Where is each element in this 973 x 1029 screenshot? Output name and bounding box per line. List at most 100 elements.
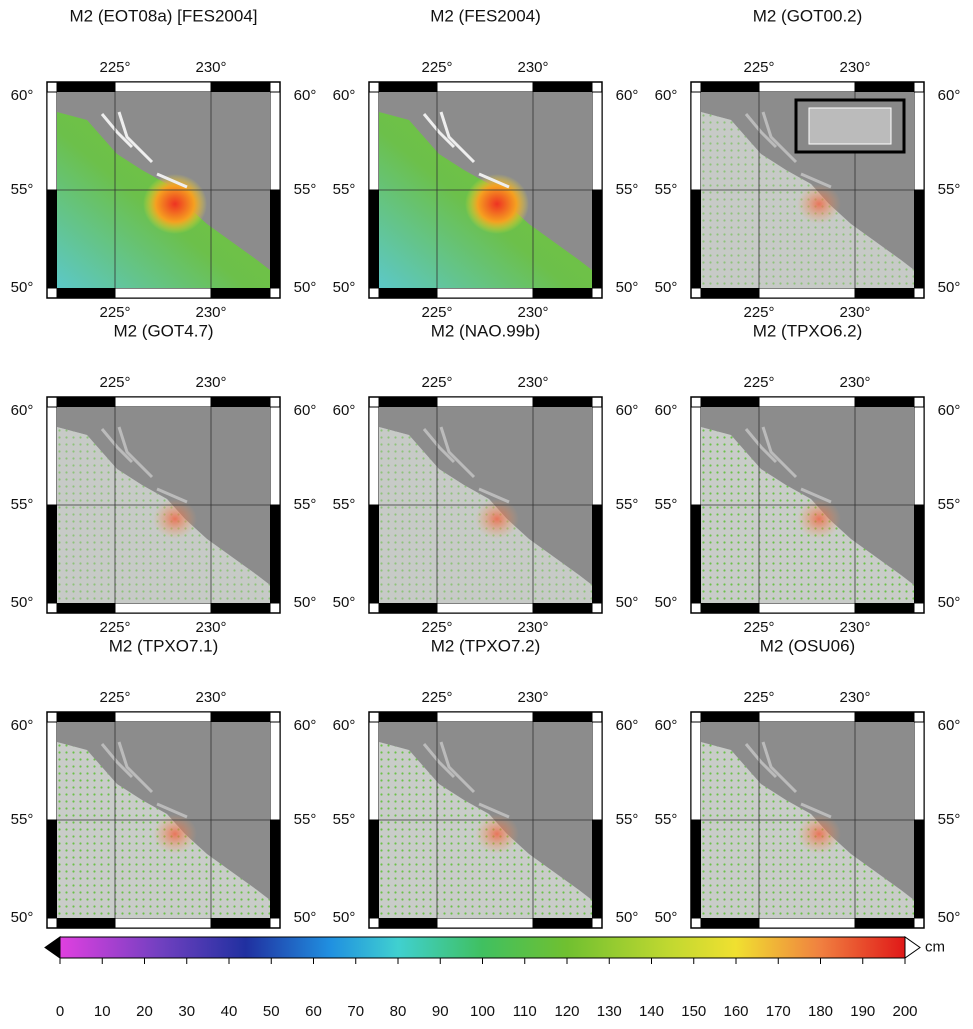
frame-bar [46, 819, 58, 919]
latitude-label: 50° [655, 279, 678, 296]
longitude-label: 225° [99, 689, 130, 706]
frame-bar [854, 917, 915, 929]
frame-bar [913, 91, 925, 191]
fjords [744, 111, 832, 189]
frame-bar [591, 406, 603, 506]
frame-bar [913, 189, 925, 289]
map-panel: M2 (GOT4.7) 225° 225° 230° 230° 60° 60° 55° 55° 5… [11, 321, 317, 635]
frame-bar [114, 287, 212, 299]
latitude-label: 55° [655, 181, 678, 198]
tidal-hotspot [475, 814, 519, 854]
colorbar-tick-label: 130 [597, 1003, 622, 1020]
panel-title: M2 (TPXO7.1) [109, 636, 219, 655]
colorbar-max-arrow [904, 936, 921, 959]
colorbar-tick-label: 140 [639, 1003, 664, 1020]
frame-bar [436, 287, 534, 299]
latitude-label: 60° [655, 402, 678, 419]
frame-bar [591, 189, 603, 289]
frame-bar [56, 711, 116, 723]
colorbar-tick-label: 100 [470, 1003, 495, 1020]
colorbar-tick-label: 40 [221, 1003, 238, 1020]
fjords [744, 741, 832, 819]
panel-title: M2 (NAO.99b) [431, 321, 541, 340]
panel-title: M2 (GOT00.2) [753, 6, 863, 25]
frame-bar [368, 504, 380, 604]
colorbar-unit: cm [925, 938, 945, 955]
latitude-label: 50° [616, 594, 639, 611]
frame-bar [368, 189, 380, 289]
frame-bar [854, 602, 915, 614]
latitude-label: 60° [938, 717, 961, 734]
map-panel: M2 (TPXO6.2) 225° 225° 230° 230° 60° 60° 55° 55°… [655, 321, 961, 635]
frame-bar [700, 711, 760, 723]
frame-bar [700, 81, 760, 93]
colorbar-tick-label: 150 [681, 1003, 706, 1020]
longitude-label: 225° [743, 304, 774, 321]
frame-bar [700, 917, 760, 929]
colorbar-tick-label: 190 [850, 1003, 875, 1020]
latitude-label: 50° [333, 909, 356, 926]
latitude-label: 60° [938, 402, 961, 419]
frame-bar [210, 81, 271, 93]
longitude-label: 230° [195, 304, 226, 321]
longitude-label: 225° [99, 59, 130, 76]
latitude-label: 50° [294, 594, 317, 611]
latitude-label: 55° [294, 181, 317, 198]
frame-bar [378, 81, 438, 93]
frame-bar [854, 711, 915, 723]
longitude-label: 230° [195, 619, 226, 636]
latitude-label: 60° [616, 402, 639, 419]
frame-bar [46, 91, 58, 191]
fjords [100, 111, 188, 189]
longitude-label: 225° [421, 374, 452, 391]
latitude-label: 50° [11, 909, 34, 926]
tidal-hotspot [153, 499, 197, 539]
panel-title: M2 (OSU06) [760, 636, 855, 655]
map-panel: M2 (TPXO7.2)225°225°230°230°60°60°55°55°… [333, 636, 639, 950]
frame-bar [532, 602, 593, 614]
frame-bar [378, 287, 438, 299]
frame-bar [56, 81, 116, 93]
latitude-label: 60° [655, 717, 678, 734]
latitude-label: 50° [294, 279, 317, 296]
latitude-label: 55° [655, 496, 678, 513]
latitude-label: 55° [938, 496, 961, 513]
frame-bar [114, 81, 212, 93]
frame-bar [269, 721, 281, 821]
frame-bar [436, 711, 534, 723]
frame-bar [854, 287, 915, 299]
frame-bar [114, 917, 212, 929]
colorbar-tick-label: 180 [808, 1003, 833, 1020]
latitude-label: 50° [11, 279, 34, 296]
latitude-label: 60° [11, 87, 34, 104]
fjords [422, 741, 510, 819]
frame-bar [913, 721, 925, 821]
frame-bar [436, 396, 534, 408]
frame-bar [378, 602, 438, 614]
tidal-hotspot [797, 814, 841, 854]
frame-bar [758, 711, 856, 723]
latitude-label: 60° [655, 87, 678, 104]
map-panel: M2 (OSU06)225°225°230°230°60°60°55°55°50… [655, 636, 961, 950]
latitude-label: 55° [11, 811, 34, 828]
tidal-hotspot [475, 499, 519, 539]
latitude-label: 55° [655, 811, 678, 828]
longitude-label: 230° [839, 689, 870, 706]
frame-bar [46, 721, 58, 821]
longitude-label: 225° [743, 619, 774, 636]
frame-bar [269, 406, 281, 506]
frame-bar [591, 819, 603, 919]
frame-bar [700, 287, 760, 299]
frame-bar [114, 711, 212, 723]
frame-bar [913, 819, 925, 919]
colorbar-tick-label: 120 [554, 1003, 579, 1020]
fjords [744, 426, 832, 504]
latitude-label: 55° [616, 181, 639, 198]
fjords [422, 426, 510, 504]
latitude-label: 50° [655, 594, 678, 611]
longitude-label: 230° [517, 374, 548, 391]
latitude-label: 50° [938, 909, 961, 926]
longitude-label: 225° [99, 304, 130, 321]
frame-bar [56, 917, 116, 929]
